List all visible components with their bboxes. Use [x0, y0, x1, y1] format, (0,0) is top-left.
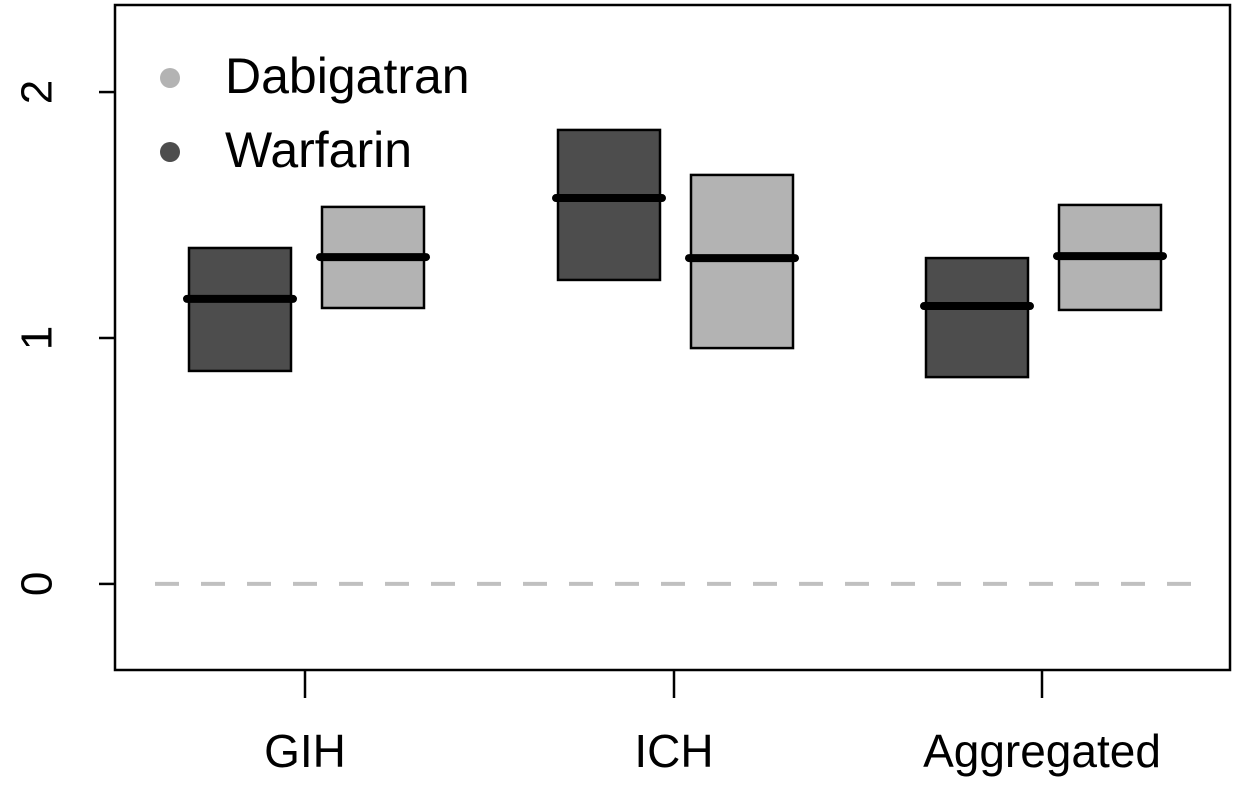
- y-tick-label: 1: [13, 326, 62, 350]
- x-tick-label: ICH: [634, 725, 713, 777]
- legend-label: Warfarin: [225, 122, 412, 178]
- legend-marker: [160, 142, 180, 162]
- legend-marker: [160, 68, 180, 88]
- box: [556, 128, 662, 282]
- y-tick-label: 0: [13, 572, 62, 596]
- x-tick-label: GIH: [264, 725, 346, 777]
- box: [187, 246, 293, 373]
- legend-label: Dabigatran: [225, 48, 470, 104]
- box: [924, 256, 1030, 379]
- y-tick-label: 2: [13, 80, 62, 104]
- x-tick-label: Aggregated: [923, 725, 1161, 777]
